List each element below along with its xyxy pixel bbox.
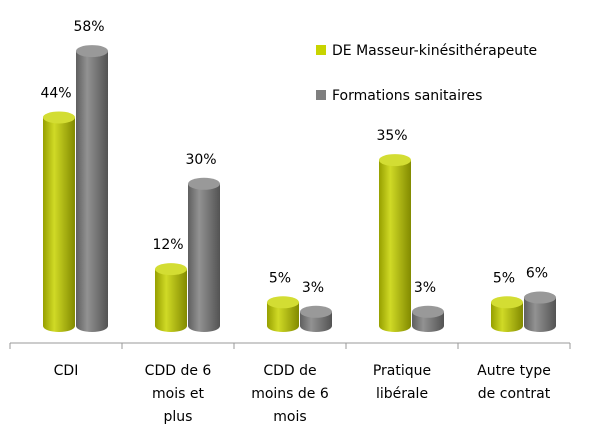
bar-bottom xyxy=(300,320,332,332)
bar-body xyxy=(379,160,411,326)
bar-bottom xyxy=(412,320,444,332)
x-tick-label: Autre type de contrat xyxy=(477,363,551,402)
x-tick-label: CDD de moins de 6 mois xyxy=(251,363,329,425)
bar-body xyxy=(76,51,108,327)
bar-body xyxy=(267,302,299,326)
bar-body xyxy=(43,117,75,326)
bar xyxy=(267,296,299,332)
legend-swatch xyxy=(316,45,326,55)
bar-bottom xyxy=(188,320,220,332)
x-tick-label: Pratique libérale xyxy=(373,363,431,402)
bar-bottom xyxy=(76,320,108,332)
bar-top xyxy=(267,296,299,309)
legend-label: Formations sanitaires xyxy=(332,88,482,104)
bar xyxy=(155,263,187,332)
bar-top xyxy=(76,45,108,58)
bar-top xyxy=(188,177,220,190)
x-tick-label: CDD de 6 mois et plus xyxy=(145,363,212,425)
bar xyxy=(188,177,220,332)
bar-body xyxy=(188,183,220,326)
data-label: 58% xyxy=(73,19,104,35)
bar xyxy=(491,296,523,332)
bar-top xyxy=(379,154,411,167)
bar-top xyxy=(43,111,75,124)
bar-bottom xyxy=(267,320,299,332)
bar-body xyxy=(155,269,187,326)
bar-bottom xyxy=(524,320,556,332)
bar-body xyxy=(491,302,523,326)
data-label: 30% xyxy=(185,152,216,168)
bar xyxy=(76,45,108,332)
bar-bottom xyxy=(155,320,187,332)
data-label: 3% xyxy=(302,280,324,296)
bar-top xyxy=(300,305,332,318)
bar-top xyxy=(155,263,187,276)
data-label: 12% xyxy=(152,237,183,253)
bar-top xyxy=(412,305,444,318)
bar xyxy=(412,305,444,332)
legend-swatch xyxy=(316,90,326,100)
bar xyxy=(379,154,411,332)
data-label: 44% xyxy=(40,85,71,101)
data-label: 5% xyxy=(269,270,291,286)
bar-bottom xyxy=(491,320,523,332)
bar xyxy=(300,305,332,332)
data-label: 5% xyxy=(493,270,515,286)
bar-bottom xyxy=(43,320,75,332)
legend-label: DE Masseur-kinésithérapeute xyxy=(332,43,537,59)
x-tick-label: CDI xyxy=(54,363,79,379)
bar-bottom xyxy=(379,320,411,332)
data-label: 6% xyxy=(526,266,548,282)
bar xyxy=(524,291,556,332)
bar-top xyxy=(491,296,523,309)
bar xyxy=(43,111,75,332)
data-label: 35% xyxy=(376,128,407,144)
data-label: 3% xyxy=(414,280,436,296)
bar-top xyxy=(524,291,556,304)
